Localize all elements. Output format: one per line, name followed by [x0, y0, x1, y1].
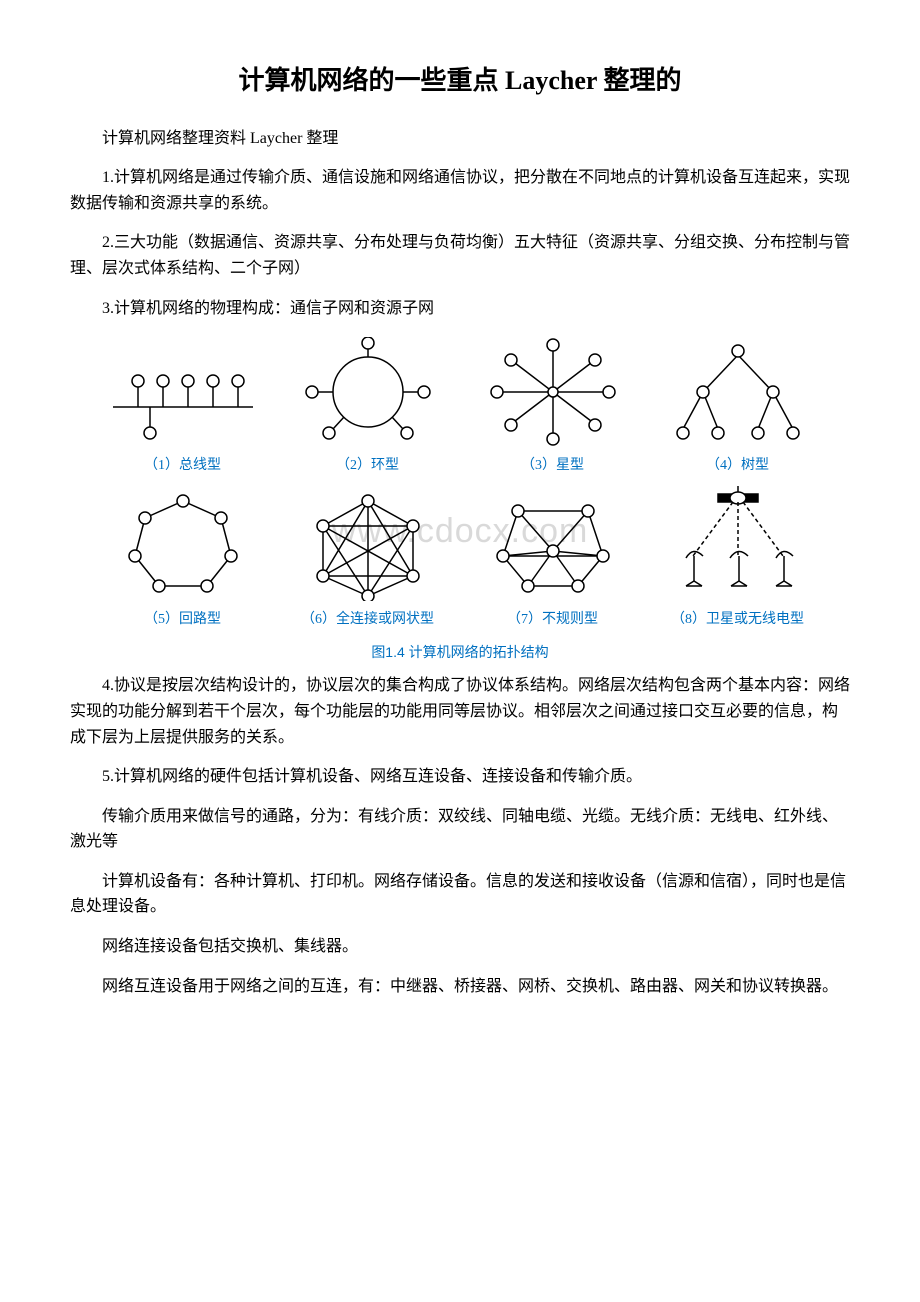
topology-mesh-label: （6）全连接或网状型 — [301, 609, 434, 631]
paragraph-3: 3.计算机网络的物理构成：通信子网和资源子网 — [70, 296, 850, 322]
figure-title: 图1.4 计算机网络的拓扑结构 — [90, 641, 830, 663]
subtitle: 计算机网络整理资料 Laycher 整理 — [70, 126, 850, 152]
paragraph-2: 2.三大功能（数据通信、资源共享、分布处理与负荷均衡）五大特征（资源共享、分组交… — [70, 230, 850, 281]
topology-star: （3）星型 — [460, 337, 645, 477]
paragraph-8: 网络连接设备包括交换机、集线器。 — [70, 934, 850, 960]
topology-row-1: （1）总线型 （2）环型 — [90, 337, 830, 477]
paragraph-4: 4.协议是按层次结构设计的，协议层次的集合构成了协议体系结构。网络层次结构包含两… — [70, 673, 850, 750]
topology-bus-label: （1）总线型 — [144, 455, 221, 477]
topology-mesh: （6）全连接或网状型 — [275, 486, 460, 631]
topology-star-label: （3）星型 — [521, 455, 584, 477]
paragraph-1: 1.计算机网络是通过传输介质、通信设施和网络通信协议，把分散在不同地点的计算机设… — [70, 165, 850, 216]
topology-diagram: （1）总线型 （2）环型 — [70, 337, 850, 663]
topology-satellite-label: （8）卫星或无线电型 — [671, 609, 804, 631]
paragraph-5: 5.计算机网络的硬件包括计算机设备、网络互连设备、连接设备和传输介质。 — [70, 764, 850, 790]
topology-tree: （4）树型 — [645, 337, 830, 477]
topology-loop-label: （5）回路型 — [144, 609, 221, 631]
topology-satellite: （8）卫星或无线电型 — [645, 486, 830, 631]
topology-irregular-label: （7）不规则型 — [507, 609, 598, 631]
topology-loop: （5）回路型 — [90, 486, 275, 631]
topology-tree-label: （4）树型 — [706, 455, 769, 477]
topology-irregular: （7）不规则型 — [460, 486, 645, 631]
paragraph-6: 传输介质用来做信号的通路，分为：有线介质：双绞线、同轴电缆、光缆。无线介质：无线… — [70, 804, 850, 855]
paragraph-9: 网络互连设备用于网络之间的互连，有：中继器、桥接器、网桥、交换机、路由器、网关和… — [70, 974, 850, 1000]
page-title: 计算机网络的一些重点 Laycher 整理的 — [70, 60, 850, 102]
topology-row-2: www.cdocx.com — [90, 486, 830, 631]
paragraph-7: 计算机设备有：各种计算机、打印机。网络存储设备。信息的发送和接收设备（信源和信宿… — [70, 869, 850, 920]
topology-ring-label: （2）环型 — [336, 455, 399, 477]
topology-ring: （2）环型 — [275, 337, 460, 477]
topology-bus: （1）总线型 — [90, 338, 275, 478]
